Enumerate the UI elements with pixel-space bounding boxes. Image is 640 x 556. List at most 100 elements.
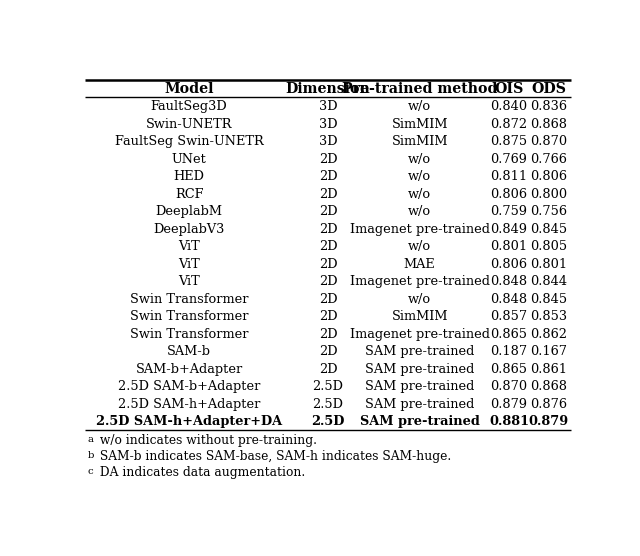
Text: w/o: w/o <box>408 240 431 253</box>
Text: w/o: w/o <box>408 153 431 166</box>
Text: DA indicates data augmentation.: DA indicates data augmentation. <box>96 466 305 479</box>
Text: 0.167: 0.167 <box>530 345 567 358</box>
Text: 0.800: 0.800 <box>530 188 567 201</box>
Text: Model: Model <box>164 82 214 96</box>
Text: a: a <box>88 435 93 444</box>
Text: 0.806: 0.806 <box>490 188 527 201</box>
Text: 0.868: 0.868 <box>530 380 567 393</box>
Text: 2.5D SAM-b+Adapter: 2.5D SAM-b+Adapter <box>118 380 260 393</box>
Text: 2D: 2D <box>319 223 337 236</box>
Text: 2D: 2D <box>319 170 337 183</box>
Text: 2D: 2D <box>319 153 337 166</box>
Text: 2D: 2D <box>319 363 337 376</box>
Text: ViT: ViT <box>179 240 200 253</box>
Text: SimMIM: SimMIM <box>392 310 448 323</box>
Text: w/o: w/o <box>408 100 431 113</box>
Text: 0.848: 0.848 <box>490 293 527 306</box>
Text: SAM pre-trained: SAM pre-trained <box>360 415 480 428</box>
Text: 0.759: 0.759 <box>490 205 527 218</box>
Text: RCF: RCF <box>175 188 204 201</box>
Text: Imagenet pre-trained: Imagenet pre-trained <box>350 327 490 341</box>
Text: ViT: ViT <box>179 258 200 271</box>
Text: 0.865: 0.865 <box>490 363 527 376</box>
Text: MAE: MAE <box>404 258 436 271</box>
Text: 3D: 3D <box>319 135 337 148</box>
Text: 2.5D SAM-h+Adapter+DA: 2.5D SAM-h+Adapter+DA <box>96 415 282 428</box>
Text: w/o indicates without pre-training.: w/o indicates without pre-training. <box>96 434 317 447</box>
Text: 3D: 3D <box>319 118 337 131</box>
Text: SAM pre-trained: SAM pre-trained <box>365 398 474 411</box>
Text: Pre-trained method: Pre-trained method <box>342 82 497 96</box>
Text: 2.5D SAM-h+Adapter: 2.5D SAM-h+Adapter <box>118 398 260 411</box>
Text: DeeplabM: DeeplabM <box>156 205 223 218</box>
Text: 2D: 2D <box>319 345 337 358</box>
Text: UNet: UNet <box>172 153 207 166</box>
Text: 2D: 2D <box>319 275 337 288</box>
Text: 0.876: 0.876 <box>530 398 567 411</box>
Text: 0.875: 0.875 <box>490 135 527 148</box>
Text: DeeplabV3: DeeplabV3 <box>154 223 225 236</box>
Text: 0.872: 0.872 <box>490 118 527 131</box>
Text: Swin Transformer: Swin Transformer <box>130 310 248 323</box>
Text: Dimension: Dimension <box>285 82 371 96</box>
Text: 0.870: 0.870 <box>530 135 567 148</box>
Text: 0.853: 0.853 <box>530 310 567 323</box>
Text: 0.848: 0.848 <box>490 275 527 288</box>
Text: SAM pre-trained: SAM pre-trained <box>365 363 474 376</box>
Text: 2.5D: 2.5D <box>312 380 344 393</box>
Text: 0.769: 0.769 <box>491 153 527 166</box>
Text: 0.879: 0.879 <box>529 415 569 428</box>
Text: w/o: w/o <box>408 170 431 183</box>
Text: SAM-b+Adapter: SAM-b+Adapter <box>136 363 243 376</box>
Text: 0.845: 0.845 <box>530 293 567 306</box>
Text: Swin Transformer: Swin Transformer <box>130 327 248 341</box>
Text: 0.845: 0.845 <box>530 223 567 236</box>
Text: ViT: ViT <box>179 275 200 288</box>
Text: 2.5D: 2.5D <box>311 415 345 428</box>
Text: w/o: w/o <box>408 205 431 218</box>
Text: Imagenet pre-trained: Imagenet pre-trained <box>350 223 490 236</box>
Text: w/o: w/o <box>408 293 431 306</box>
Text: Swin-UNETR: Swin-UNETR <box>146 118 232 131</box>
Text: FaultSeg3D: FaultSeg3D <box>151 100 227 113</box>
Text: 0.756: 0.756 <box>530 205 567 218</box>
Text: Swin Transformer: Swin Transformer <box>130 293 248 306</box>
Text: 0.870: 0.870 <box>490 380 527 393</box>
Text: SimMIM: SimMIM <box>392 118 448 131</box>
Text: 0.766: 0.766 <box>531 153 567 166</box>
Text: 0.187: 0.187 <box>490 345 527 358</box>
Text: 0.868: 0.868 <box>530 118 567 131</box>
Text: 0.861: 0.861 <box>530 363 567 376</box>
Text: ODS: ODS <box>531 82 566 96</box>
Text: OIS: OIS <box>494 82 524 96</box>
Text: Imagenet pre-trained: Imagenet pre-trained <box>350 275 490 288</box>
Text: SimMIM: SimMIM <box>392 135 448 148</box>
Text: 0.811: 0.811 <box>490 170 527 183</box>
Text: SAM-b: SAM-b <box>167 345 211 358</box>
Text: 0.857: 0.857 <box>490 310 527 323</box>
Text: c: c <box>88 467 93 476</box>
Text: 0.840: 0.840 <box>490 100 527 113</box>
Text: 2D: 2D <box>319 240 337 253</box>
Text: HED: HED <box>173 170 205 183</box>
Text: SAM pre-trained: SAM pre-trained <box>365 380 474 393</box>
Text: 0.879: 0.879 <box>490 398 527 411</box>
Text: 0.844: 0.844 <box>530 275 567 288</box>
Text: 3D: 3D <box>319 100 337 113</box>
Text: 0.801: 0.801 <box>490 240 527 253</box>
Text: 2.5D: 2.5D <box>312 398 344 411</box>
Text: SAM pre-trained: SAM pre-trained <box>365 345 474 358</box>
Text: 2D: 2D <box>319 205 337 218</box>
Text: 0.865: 0.865 <box>490 327 527 341</box>
Text: 2D: 2D <box>319 310 337 323</box>
Text: 0.801: 0.801 <box>530 258 567 271</box>
Text: b: b <box>88 451 94 460</box>
Text: 2D: 2D <box>319 258 337 271</box>
Text: 0.849: 0.849 <box>490 223 527 236</box>
Text: 0.881: 0.881 <box>489 415 529 428</box>
Text: 0.862: 0.862 <box>530 327 567 341</box>
Text: w/o: w/o <box>408 188 431 201</box>
Text: 0.806: 0.806 <box>530 170 567 183</box>
Text: FaultSeg Swin-UNETR: FaultSeg Swin-UNETR <box>115 135 264 148</box>
Text: 2D: 2D <box>319 327 337 341</box>
